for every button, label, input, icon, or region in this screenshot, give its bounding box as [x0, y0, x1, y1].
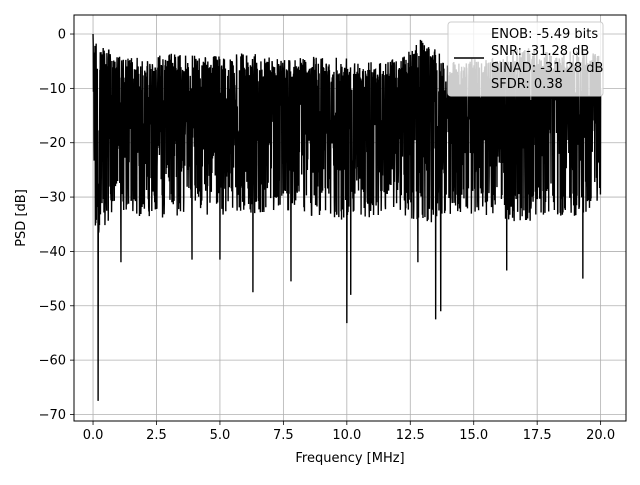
plot-area — [92, 34, 602, 401]
x-tick-label: 17.5 — [523, 428, 552, 443]
y-tick-label: −50 — [39, 299, 66, 314]
y-tick-label: −30 — [39, 191, 66, 206]
legend-box — [447, 21, 604, 97]
x-tick-label: 2.5 — [146, 428, 167, 443]
x-tick-label: 12.5 — [396, 428, 425, 443]
legend-entry-sfdr: SFDR: 0.38 — [491, 77, 563, 92]
y-tick-label: 0 — [58, 28, 66, 43]
y-tick-label: −60 — [39, 354, 66, 369]
x-tick-label: 20.0 — [586, 428, 615, 443]
legend-entry-snr: SNR: -31.28 dB — [491, 44, 589, 59]
y-tick-label: −20 — [39, 136, 66, 151]
x-axis-label: Frequency [MHz] — [295, 451, 404, 466]
y-tick-label: −10 — [39, 82, 66, 97]
x-tick-label: 5.0 — [210, 428, 231, 443]
series-line — [92, 34, 602, 401]
y-tick-label: −70 — [39, 408, 66, 423]
x-tick-label: 15.0 — [459, 428, 488, 443]
x-axis-ticks: 0.0 2.5 5.0 7.5 10.0 12.5 15.0 17.5 20.0 — [83, 421, 615, 443]
x-tick-label: 10.0 — [332, 428, 361, 443]
x-tick-label: 7.5 — [273, 428, 294, 443]
axes-frame — [73, 14, 627, 422]
legend: ENOB: -5.49 bits SNR: -31.28 dB SINAD: -… — [447, 21, 604, 97]
y-tick-label: −40 — [39, 245, 66, 260]
x-tick-label: 0.0 — [83, 428, 104, 443]
y-axis-label: PSD [dB] — [14, 189, 29, 247]
y-axis-ticks: 0 −10 −20 −30 −40 −50 −60 −70 — [39, 28, 74, 423]
legend-entry-sinad: SINAD: -31.28 dB — [491, 61, 603, 76]
legend-entry-enob: ENOB: -5.49 bits — [491, 27, 598, 42]
